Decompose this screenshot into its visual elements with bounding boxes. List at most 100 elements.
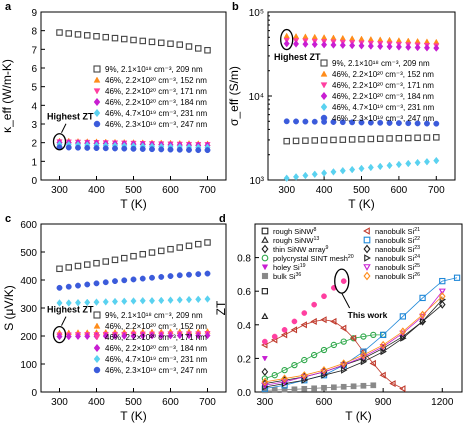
data-point (121, 332, 128, 340)
legend-label: 9%, 2.1×10¹⁸ cm⁻³, 209 nm (105, 311, 203, 320)
x-tick-label: 500 (353, 185, 370, 196)
data-point (395, 120, 402, 127)
panel-a: a 300 400 500 600 700 T (K) 0 1 2 3 4 5 6 7 8 9 κ_eff (W/… (0, 1, 227, 211)
series-3 (283, 39, 440, 52)
data-point (121, 254, 128, 262)
x-tick-label: 500 (125, 185, 142, 196)
data-point (302, 137, 309, 144)
data-point (148, 296, 156, 305)
data-point (423, 134, 431, 141)
data-point (65, 332, 72, 341)
data-point (395, 37, 403, 43)
series-12 (262, 278, 347, 345)
data-point (423, 157, 430, 166)
data-point (176, 296, 183, 304)
series-5 (56, 144, 211, 154)
data-point (395, 160, 402, 169)
legend-marker (261, 244, 269, 254)
data-point (111, 256, 119, 264)
y-axis-label: κ_eff (W/m-K) (0, 59, 14, 133)
data-point (404, 134, 412, 142)
annotation-text: Highest ZT (47, 305, 94, 315)
data-point (186, 271, 192, 278)
legend-label: 46%, 2.2×10²⁰ cm⁻³, 152 nm (105, 76, 207, 85)
legend-marker (261, 227, 269, 235)
data-point (439, 277, 446, 285)
y-tick-label: 100 (20, 360, 37, 371)
legend-label: 9%, 2.1×10¹⁸ cm⁻³, 209 nm (105, 65, 203, 74)
data-point (340, 359, 348, 368)
data-point (360, 350, 367, 360)
data-point (283, 118, 290, 125)
data-point (386, 161, 393, 170)
legend-marker (93, 88, 101, 95)
data-point (280, 331, 288, 339)
x-tick-label: 600 (391, 185, 408, 196)
panel-letter: d (219, 213, 226, 225)
data-point (84, 144, 91, 151)
legend-marker (261, 254, 269, 262)
series-0 (283, 134, 440, 145)
y-tick-label: 1 (31, 157, 37, 168)
data-point (167, 331, 174, 340)
series-2 (261, 367, 269, 376)
x-tick-label: 1200 (431, 397, 454, 408)
data-point (321, 293, 327, 300)
x-axis-label: T (K) (345, 409, 371, 423)
x-tick-label: 700 (428, 185, 445, 196)
data-point (130, 145, 137, 152)
legend-label: 46%, 2.2×10²⁰ cm⁻³, 152 nm (105, 322, 207, 331)
y-tick-label: 6 (31, 64, 37, 75)
data-point (370, 331, 377, 339)
legend-marker (363, 244, 371, 254)
data-point (376, 135, 384, 142)
legend-label: 46%, 2.2×10²⁰ cm⁻³, 152 nm (332, 70, 434, 79)
data-point (148, 331, 156, 340)
data-point (405, 159, 412, 168)
data-point (301, 310, 308, 316)
data-point (339, 324, 347, 332)
data-point (167, 40, 174, 47)
data-point (340, 383, 347, 390)
series-4 (56, 295, 211, 307)
data-point (195, 271, 202, 278)
series-line (264, 319, 404, 389)
series-11 (261, 292, 446, 387)
data-point (320, 366, 328, 375)
data-point (121, 145, 128, 152)
data-point (399, 327, 407, 336)
x-tick-label: 400 (316, 185, 333, 196)
legend-label: 46%, 2.2×10²⁰ cm⁻³, 184 nm (105, 344, 207, 353)
data-point (102, 298, 109, 306)
data-point (167, 273, 174, 280)
data-point (339, 41, 346, 50)
series-line (264, 277, 458, 390)
legend-marker (93, 343, 101, 353)
data-point (186, 146, 192, 153)
data-point (358, 42, 365, 50)
data-point (311, 137, 318, 144)
legend-marker (320, 70, 328, 77)
x-tick-label: 300 (51, 397, 68, 408)
series-line (264, 299, 443, 388)
data-point (93, 33, 100, 40)
data-point (405, 120, 412, 127)
data-point (341, 366, 348, 374)
data-point (293, 173, 300, 181)
highlight-ellipse (52, 133, 67, 151)
data-point (93, 259, 100, 267)
legend-label: 46%, 4.7×10¹⁹ cm⁻³, 231 nm (105, 109, 207, 118)
data-point (331, 384, 337, 391)
series-7 (261, 274, 461, 392)
data-point (399, 385, 406, 393)
data-point (112, 145, 118, 152)
legend-label: 46%, 2.2×10²⁰ cm⁻³, 184 nm (105, 98, 207, 107)
data-point (185, 43, 193, 50)
series-0 (56, 29, 211, 54)
data-point (56, 332, 63, 341)
legend-label: nanobulk Si26 (375, 272, 420, 281)
data-point (204, 331, 211, 340)
data-point (311, 385, 317, 392)
x-tick-label: 400 (88, 185, 105, 196)
data-point (292, 137, 300, 145)
